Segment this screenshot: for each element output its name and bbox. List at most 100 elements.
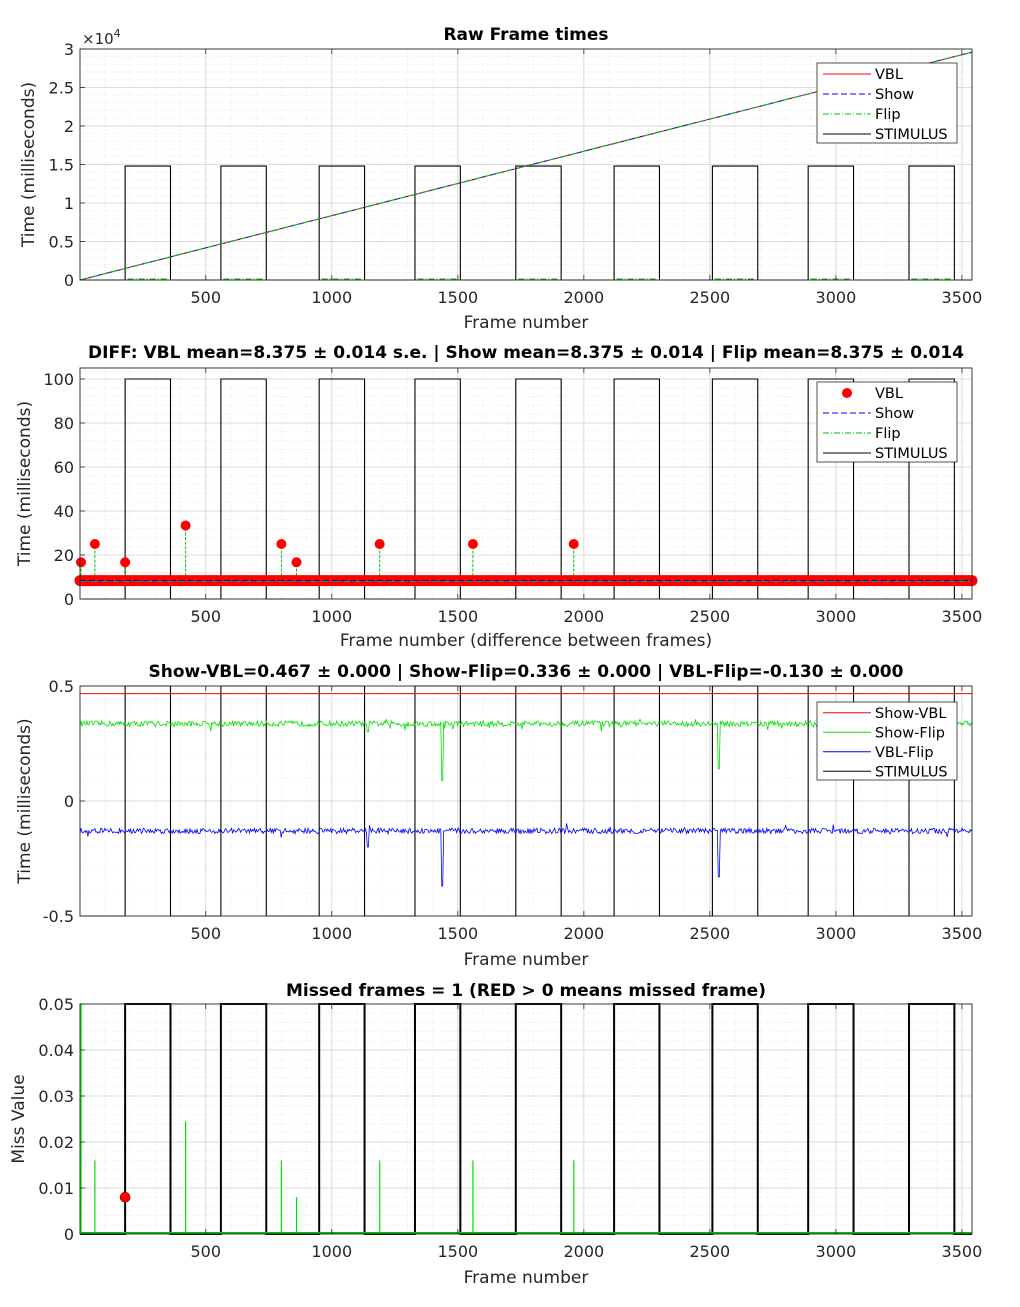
missed-frame-marker — [119, 1191, 131, 1203]
legend: Show-VBL Show-Flip VBL-Flip STIMULUS — [816, 701, 958, 781]
legend-label-3: VBL-Flip — [875, 745, 934, 761]
legend-label-1: Show-VBL — [875, 706, 946, 722]
y-axis-label: Time (milliseconds) — [15, 401, 35, 567]
x-tick-label: 500 — [190, 924, 221, 943]
x-tick-label: 500 — [190, 288, 221, 307]
y-tick-label: 1 — [64, 194, 74, 213]
y-tick-label: 0.5 — [49, 233, 74, 252]
legend: VBL Show Flip STIMULUS — [816, 381, 958, 463]
x-tick-label: 1500 — [437, 1242, 478, 1261]
legend-box — [816, 381, 958, 463]
y-tick-label: 1.5 — [49, 156, 74, 175]
y-tick-label: 0 — [64, 792, 74, 811]
vbl-spike-marker — [291, 557, 302, 568]
x-tick-label: 3000 — [816, 924, 857, 943]
x-tick-label: 2500 — [690, 1242, 731, 1261]
y-tick-label: 20 — [54, 546, 74, 565]
legend-label-3: Flip — [875, 107, 901, 123]
chart-4: 500 1000 1500 2000 2500 3000 3500 0 0.01 0.02 0.03… — [9, 981, 982, 1288]
x-axis-label: Frame number — [464, 950, 589, 970]
x-tick-label: 2500 — [690, 288, 731, 307]
x-axis-label: Frame number — [464, 313, 589, 333]
y-tick-label: 0 — [64, 590, 74, 609]
chart-title: Show-VBL=0.467 ± 0.000 | Show-Flip=0.336… — [149, 662, 904, 682]
y-tick-label: 0.05 — [38, 995, 74, 1014]
y-tick-label: 0.5 — [49, 677, 74, 696]
x-tick-label: 1000 — [311, 288, 352, 307]
y-tick-label: 3 — [64, 40, 74, 59]
vbl-spike-marker — [89, 539, 100, 549]
legend-label-2: Show — [875, 87, 914, 103]
x-tick-label: 3000 — [816, 288, 857, 307]
x-tick-label: 2000 — [563, 924, 604, 943]
y-axis-label: Miss Value — [9, 1074, 29, 1163]
stimulus-line — [80, 378, 972, 600]
x-tick-label: 2000 — [563, 288, 604, 307]
x-tick-label: 2500 — [690, 607, 731, 626]
chart-title: DIFF: VBL mean=8.375 ± 0.014 s.e. | Show… — [88, 343, 964, 363]
x-tick-label: 3500 — [942, 1242, 983, 1261]
x-tick-label: 500 — [190, 607, 221, 626]
y-tick-label: 60 — [54, 458, 74, 477]
chart-3: 500 1000 1500 2000 2500 3000 3500 -0.5 0 0.5 Show-… — [15, 662, 982, 970]
legend-label-3: Flip — [875, 426, 901, 442]
vbl-spike-marker — [120, 557, 131, 568]
y-exponent-power: 4 — [114, 27, 121, 40]
vbl-spike-marker — [76, 557, 87, 568]
y-tick-label: 0.01 — [38, 1179, 74, 1198]
x-tick-label: 2000 — [563, 1242, 604, 1261]
vbl-spike-marker — [276, 539, 287, 549]
legend-label-1: VBL — [875, 386, 903, 402]
chart-title: Missed frames = 1 (RED > 0 means missed … — [286, 981, 766, 1001]
legend: VBL Show Flip STIMULUS — [816, 62, 958, 144]
vbl-spike-marker — [467, 539, 478, 549]
y-tick-label: 0.02 — [38, 1133, 74, 1152]
x-tick-label: 2000 — [563, 607, 604, 626]
legend-swatch-1 — [842, 388, 852, 398]
x-axis-label: Frame number (difference between frames) — [340, 631, 712, 651]
legend-label-4: STIMULUS — [875, 127, 948, 143]
y-axis-label: Time (milliseconds) — [15, 718, 35, 884]
x-tick-label: 3500 — [942, 607, 983, 626]
x-tick-label: 1500 — [437, 607, 478, 626]
y-exponent-label: ×104 — [82, 27, 121, 48]
y-tick-label: 0.03 — [38, 1087, 74, 1106]
y-tick-label: 100 — [43, 370, 74, 389]
y-tick-label: 80 — [54, 414, 74, 433]
chart-title: Raw Frame times — [443, 25, 608, 45]
x-tick-label: 1000 — [311, 1242, 352, 1261]
plot-area — [80, 1004, 972, 1234]
x-tick-label: 3500 — [942, 924, 983, 943]
x-tick-label: 3500 — [942, 288, 983, 307]
vbl-spike-marker — [568, 539, 579, 549]
legend-box — [816, 62, 958, 144]
x-tick-label: 1500 — [437, 924, 478, 943]
x-tick-label: 1000 — [311, 607, 352, 626]
x-tick-label: 500 — [190, 1242, 221, 1261]
legend-box — [816, 701, 958, 781]
series-vbl-flip-line — [79, 823, 973, 887]
chart-2: 500 1000 1500 2000 2500 3000 3500 0 20 40 60 80 100 D… — [15, 343, 982, 651]
stimulus-line — [80, 165, 972, 281]
y-tick-label: 2.5 — [49, 79, 74, 98]
legend-label-2: Show-Flip — [875, 725, 945, 741]
legend-label-4: STIMULUS — [875, 446, 948, 462]
legend-label-2: Show — [875, 406, 914, 422]
vbl-spike-marker — [374, 539, 385, 549]
chart-1: 500 1000 1500 2000 2500 3000 3500 0 0.5 1 1.5 2 2.5 3… — [19, 25, 982, 333]
x-tick-label: 1500 — [437, 288, 478, 307]
y-tick-label: -0.5 — [43, 907, 74, 926]
x-tick-label: 1000 — [311, 924, 352, 943]
vbl-spike-marker — [180, 520, 191, 531]
y-tick-label: 0.04 — [38, 1041, 74, 1060]
y-tick-label: 0 — [64, 1225, 74, 1244]
x-tick-label: 3000 — [816, 1242, 857, 1261]
y-tick-label: 40 — [54, 502, 74, 521]
x-tick-label: 3000 — [816, 607, 857, 626]
legend-label-4: STIMULUS — [875, 764, 948, 780]
x-tick-label: 2500 — [690, 924, 731, 943]
axes-box — [79, 1003, 973, 1235]
x-axis-label: Frame number — [464, 1268, 589, 1288]
y-tick-label: 0 — [64, 271, 74, 290]
